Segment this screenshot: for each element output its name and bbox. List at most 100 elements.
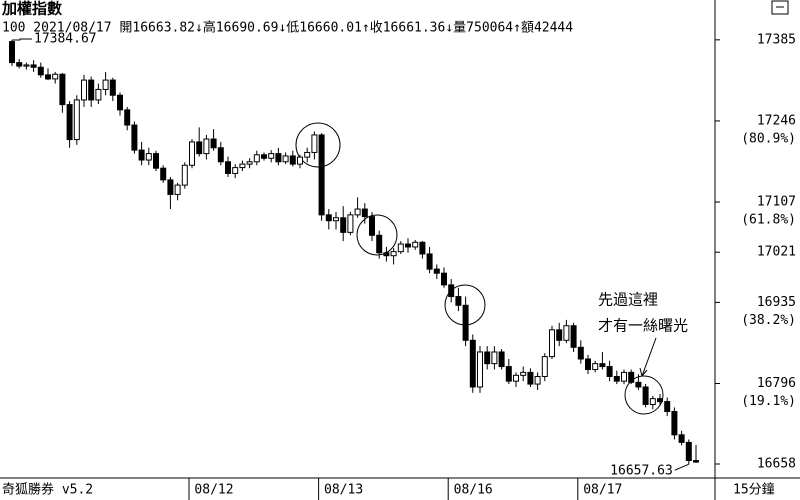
y-tick-label: 17107	[757, 195, 796, 210]
candle-body	[462, 304, 469, 341]
y-tick-label: 16658	[757, 456, 796, 471]
candle-body	[664, 401, 671, 412]
candle-body	[239, 163, 246, 169]
candle-body	[289, 155, 296, 165]
candle-body	[347, 214, 354, 233]
candle-body	[369, 216, 375, 236]
candle-body	[376, 234, 383, 254]
highlight-circle	[624, 375, 664, 415]
candle-body	[275, 153, 282, 163]
candle-body	[534, 375, 541, 385]
candle-body	[383, 252, 390, 257]
candle-body	[412, 241, 419, 248]
candle-body	[657, 398, 663, 403]
candle-body	[455, 296, 462, 306]
candle-body	[153, 153, 159, 169]
candle-body	[649, 398, 656, 405]
y-tick-label: 17021	[757, 245, 796, 260]
note-arrow-head	[639, 367, 648, 377]
y-tick-label: 16796	[757, 376, 796, 391]
candle-body	[81, 79, 87, 101]
candle-body	[311, 134, 318, 153]
candle-body	[527, 371, 534, 385]
candle-body	[613, 375, 620, 382]
candle-body	[606, 366, 613, 377]
candle-body	[397, 243, 404, 253]
candle-body	[203, 138, 210, 155]
candle-body	[297, 156, 303, 165]
candle-body	[232, 167, 239, 174]
candle-body	[448, 284, 455, 298]
note-arrow	[641, 337, 657, 377]
candle-body	[167, 179, 174, 195]
candle-body	[498, 351, 505, 368]
candle-body	[282, 155, 289, 163]
candle-body	[52, 73, 59, 80]
min-label: 16657.63	[610, 464, 673, 479]
candle-body	[361, 208, 368, 218]
max-label: 17384.67	[34, 32, 97, 47]
candle-body	[484, 351, 491, 365]
window-icon[interactable]	[771, 0, 789, 15]
highlight-circle	[356, 214, 398, 256]
candle-body	[45, 74, 51, 80]
candle-body	[693, 460, 699, 463]
candle-body	[477, 351, 483, 388]
retracement-label: (80.9%)	[741, 131, 796, 146]
candle-body	[325, 214, 332, 222]
candle-body	[599, 363, 606, 368]
candle-body	[433, 268, 440, 274]
candle-body	[261, 154, 267, 159]
candle-body	[210, 138, 217, 149]
candle-body	[95, 88, 102, 101]
candle-body	[138, 149, 145, 161]
candle-body	[102, 79, 109, 90]
candle-body	[246, 161, 253, 165]
max-marker	[12, 38, 32, 41]
quote-info: 100 2021/08/17 開16663.82↓高16690.69↓低1666…	[2, 20, 573, 36]
candle-body	[556, 329, 563, 341]
candle-body	[570, 325, 577, 348]
candle-body	[541, 356, 548, 377]
chart-title: 加權指數	[1, 0, 62, 18]
x-tick-label: 08/17	[583, 483, 622, 498]
candle-body	[23, 64, 30, 67]
candle-body	[117, 94, 123, 111]
candle-body	[268, 153, 275, 159]
candle-body	[196, 141, 203, 155]
candle-body	[124, 109, 131, 126]
candle-body	[37, 66, 44, 76]
min-marker	[674, 463, 689, 471]
candle-body	[160, 167, 167, 181]
x-tick-label: 08/12	[194, 483, 233, 498]
x-tick-label: 08/13	[324, 483, 363, 498]
retracement-label: (38.2%)	[741, 313, 796, 328]
candle-body	[520, 371, 527, 376]
note-line: 先過這裡	[598, 291, 658, 309]
candle-body	[131, 124, 138, 151]
y-tick-label: 17385	[757, 32, 796, 47]
candle-body	[318, 134, 325, 216]
candle-body	[642, 386, 649, 405]
candle-body	[628, 371, 635, 383]
candle-body	[390, 251, 397, 257]
candle-body	[145, 153, 152, 161]
candle-body	[333, 217, 339, 222]
candle-body	[549, 329, 555, 358]
candle-body	[441, 272, 447, 286]
candle-body	[59, 73, 66, 106]
candle-body	[181, 164, 188, 186]
candle-body	[30, 64, 37, 68]
candle-body	[491, 351, 498, 365]
candle-body	[577, 346, 584, 360]
candle-body	[66, 104, 73, 141]
candle-body	[513, 374, 519, 382]
candle-body	[9, 41, 15, 64]
candle-body	[678, 434, 685, 443]
candle-body	[563, 325, 570, 341]
candle-body	[16, 62, 23, 67]
candle-body	[505, 366, 512, 382]
candle-body	[73, 99, 80, 141]
x-tick-label: 08/16	[454, 483, 493, 498]
candle-body	[585, 358, 591, 370]
